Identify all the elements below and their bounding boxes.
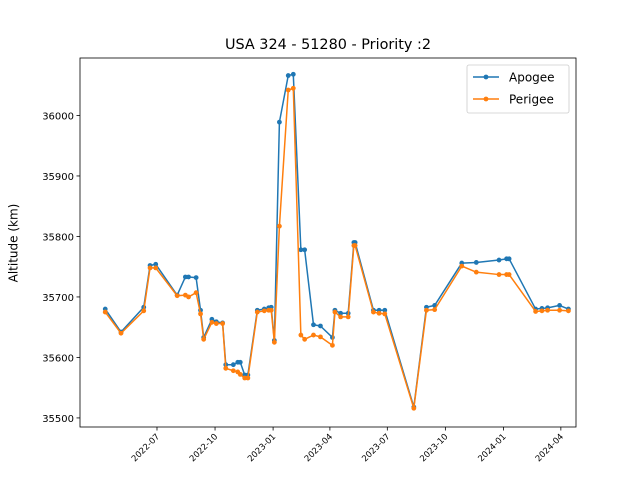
perigee-point bbox=[209, 319, 215, 325]
perigee-point bbox=[496, 272, 502, 277]
perigee-point bbox=[290, 85, 296, 91]
perigee-point bbox=[230, 368, 236, 374]
apogee-point bbox=[496, 257, 502, 263]
perigee-point bbox=[533, 309, 539, 314]
plot-frame bbox=[79, 57, 577, 428]
perigee-point bbox=[285, 87, 291, 93]
perigee-point bbox=[147, 265, 153, 271]
perigee-point bbox=[153, 265, 159, 271]
perigee-point bbox=[223, 365, 229, 371]
perigee-point bbox=[254, 309, 260, 315]
perigee-point bbox=[118, 330, 124, 336]
perigee-point bbox=[545, 307, 550, 313]
legend-apogee-marker bbox=[483, 74, 489, 80]
perigee-point bbox=[338, 314, 344, 320]
apogee-point bbox=[318, 323, 323, 329]
perigee-point bbox=[201, 336, 207, 342]
apogee-point bbox=[277, 119, 282, 125]
perigee-point bbox=[102, 309, 108, 315]
perigee-point bbox=[352, 243, 358, 248]
apogee-point bbox=[473, 260, 479, 265]
perigee-point bbox=[141, 308, 147, 314]
y-tick-label: 35800 bbox=[42, 232, 74, 243]
series-layer bbox=[102, 71, 571, 411]
perigee-point bbox=[432, 307, 438, 313]
perigee-point bbox=[198, 311, 203, 317]
perigee-point bbox=[411, 405, 417, 411]
perigee-point bbox=[186, 294, 191, 300]
legend-perigee-label: Perigee bbox=[509, 93, 554, 107]
legend: Apogee Perigee bbox=[466, 64, 570, 114]
y-axis-label: Altitude (km) bbox=[7, 204, 21, 283]
perigee-point bbox=[298, 332, 304, 338]
y-tick-label: 35500 bbox=[42, 414, 74, 425]
perigee-point bbox=[345, 314, 351, 320]
perigee-point bbox=[213, 321, 219, 326]
perigee-point bbox=[174, 293, 180, 299]
apogee-point bbox=[193, 275, 199, 280]
apogee-point bbox=[230, 362, 236, 368]
y-tick-label: 35700 bbox=[42, 293, 74, 304]
perigee-point bbox=[237, 371, 243, 377]
perigee-point bbox=[220, 321, 226, 326]
apogee-point bbox=[338, 310, 344, 316]
apogee-point bbox=[302, 247, 308, 253]
perigee-point bbox=[277, 223, 282, 229]
y-tick-label: 36000 bbox=[42, 111, 74, 122]
perigee-point bbox=[245, 375, 251, 381]
perigee-point bbox=[302, 336, 308, 342]
perigee-point bbox=[506, 272, 512, 277]
perigee-point bbox=[376, 310, 382, 316]
apogee-point bbox=[285, 73, 291, 78]
apogee-point bbox=[298, 247, 304, 253]
perigee-point bbox=[311, 332, 316, 338]
apogee-line bbox=[104, 73, 569, 408]
chart-title: USA 324 - 51280 - Priority :2 bbox=[225, 37, 431, 53]
perigee-point bbox=[330, 342, 335, 348]
perigee-line bbox=[104, 87, 569, 409]
perigee-point bbox=[539, 308, 545, 314]
legend-perigee-marker bbox=[483, 96, 489, 102]
perigee-point bbox=[332, 309, 338, 315]
apogee-point bbox=[311, 322, 316, 328]
perigee-point bbox=[557, 307, 562, 313]
legend-apogee-label: Apogee bbox=[509, 71, 555, 85]
apogee-point bbox=[506, 256, 512, 262]
perigee-point bbox=[566, 308, 571, 314]
perigee-point bbox=[193, 290, 199, 296]
apogee-point bbox=[153, 261, 159, 267]
perigee-point bbox=[268, 307, 274, 313]
perigee-point bbox=[459, 263, 465, 269]
perigee-point bbox=[271, 339, 277, 345]
apogee-point bbox=[186, 274, 191, 280]
apogee-point bbox=[237, 359, 243, 365]
perigee-point bbox=[371, 309, 376, 315]
perigee-point bbox=[318, 334, 323, 340]
perigee-point bbox=[473, 269, 479, 275]
apogee-point bbox=[557, 303, 562, 308]
perigee-point bbox=[424, 307, 429, 313]
perigee-point bbox=[382, 311, 388, 317]
perigee-series bbox=[102, 85, 571, 411]
apogee-point bbox=[382, 307, 388, 313]
apogee-point bbox=[290, 71, 296, 77]
perigee-point bbox=[261, 308, 267, 314]
y-tick-label: 35900 bbox=[42, 172, 74, 183]
y-tick-label: 35600 bbox=[42, 353, 74, 364]
